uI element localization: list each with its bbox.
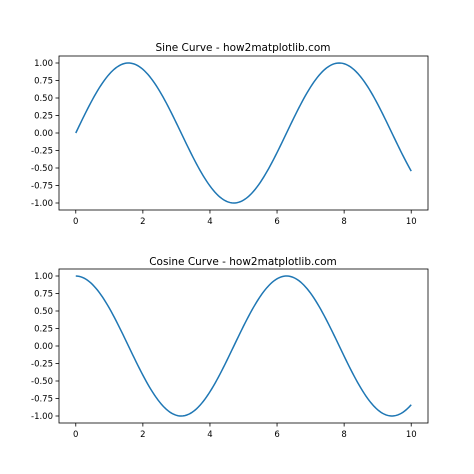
sine-x-tick-label-4: 8 bbox=[341, 217, 346, 227]
cosine-y-tick-label-1: 0.75 bbox=[34, 290, 53, 300]
sine-y-tick-label-1: 0.75 bbox=[34, 77, 53, 87]
sine-x-tick-label-2: 4 bbox=[207, 217, 212, 227]
cosine-plot-area: 0 2 4 6 8 10 1.00 0.75 0.50 0.25 0.00 -0.25 -0.50 -0.… bbox=[31, 268, 429, 440]
cosine-y-tick-label-2: 0.50 bbox=[34, 307, 53, 317]
sine-chart-title: Sine Curve - how2matplotlib.com bbox=[156, 42, 331, 54]
sine-x-tick-label-5: 10 bbox=[406, 217, 417, 227]
cosine-y-tick-label-7: -0.75 bbox=[31, 395, 53, 405]
cosine-series-line-0 bbox=[75, 275, 412, 417]
sine-chart: Sine Curve - how2matplotlib.com 0 2 4 6 8 10 1… bbox=[31, 42, 429, 227]
sine-y-tick-label-5: -0.25 bbox=[31, 147, 53, 157]
cosine-x-tick-label-5: 10 bbox=[406, 430, 417, 440]
cosine-x-tick-label-3: 6 bbox=[274, 430, 279, 440]
sine-series-line-0 bbox=[75, 62, 412, 204]
cosine-y-tick-label-0: 1.00 bbox=[34, 272, 53, 282]
sine-y-tick-label-6: -0.50 bbox=[31, 164, 53, 174]
cosine-y-tick-label-3: 0.25 bbox=[34, 325, 53, 335]
cosine-y-tick-label-8: -1.00 bbox=[31, 412, 53, 422]
cosine-chart-title: Cosine Curve - how2matplotlib.com bbox=[149, 256, 337, 268]
cosine-y-tick-label-4: 0.00 bbox=[34, 342, 53, 352]
cosine-x-tick-label-1: 2 bbox=[140, 430, 145, 440]
cosine-y-tick-label-6: -0.50 bbox=[31, 377, 53, 387]
sine-x-tick-label-1: 2 bbox=[140, 217, 145, 227]
cosine-x-tick-label-2: 4 bbox=[207, 430, 212, 440]
sine-y-tick-label-8: -1.00 bbox=[31, 199, 53, 209]
sine-y-tick-label-2: 0.50 bbox=[34, 94, 53, 104]
sine-y-tick-label-0: 1.00 bbox=[34, 59, 53, 69]
cosine-y-tick-label-5: -0.25 bbox=[31, 360, 53, 370]
sine-x-tick-label-0: 0 bbox=[73, 217, 78, 227]
cosine-x-tick-label-0: 0 bbox=[73, 430, 78, 440]
cosine-chart: Cosine Curve - how2matplotlib.com 0 2 4 6 8 1… bbox=[31, 256, 429, 440]
cosine-x-tick-label-4: 8 bbox=[341, 430, 346, 440]
sine-y-tick-label-3: 0.25 bbox=[34, 112, 53, 122]
sine-y-tick-label-4: 0.00 bbox=[34, 129, 53, 139]
sine-y-tick-label-7: -0.75 bbox=[31, 182, 53, 192]
sine-x-tick-label-3: 6 bbox=[274, 217, 279, 227]
sine-plot-area: 0 2 4 6 8 10 1.00 0.75 0.50 0.25 0.00 -0.25 -0.50 -0.… bbox=[31, 55, 429, 227]
